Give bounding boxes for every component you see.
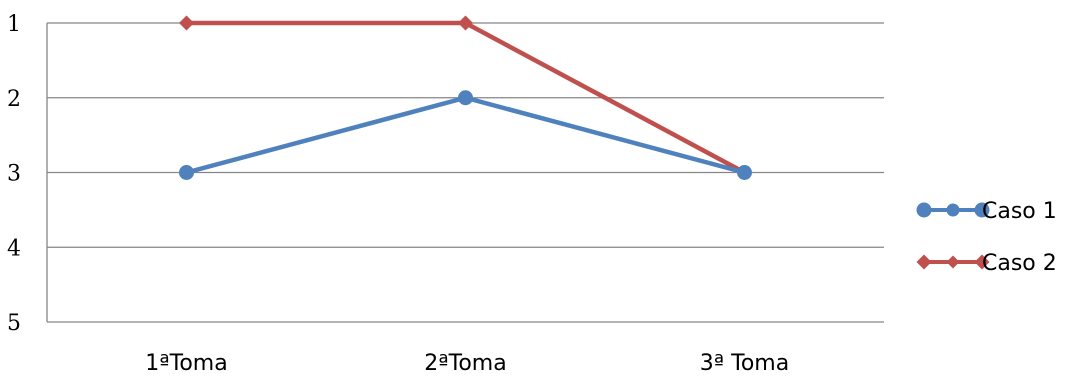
gridlines [47,22,884,248]
legend-marker [946,255,960,269]
y-tick-labels: 1 2 3 4 5 [7,12,21,336]
series-line [184,95,747,175]
data-point [458,90,473,106]
legend-label: Caso 1 [982,199,1057,224]
series [179,15,752,180]
x-tick-label: 2ªToma [424,351,506,376]
legend-marker [916,202,932,218]
y-tick-label: 1 [7,12,21,37]
data-point [179,15,194,31]
data-point [179,165,194,180]
y-tick-label: 3 [7,162,21,187]
x-tick-label: 3ª Toma [700,351,789,376]
legend: Caso 1 Caso 2 [916,199,1057,276]
legend-entry: Caso 2 [916,251,1057,276]
y-tick-label: 4 [7,236,21,261]
legend-marker [974,202,990,218]
series-caso-1 [179,90,752,180]
legend-entry: Caso 1 [916,199,1057,224]
legend-label: Caso 2 [982,251,1057,276]
legend-marker [916,254,932,270]
x-tick-labels: 1ªToma 2ªToma 3ª Toma [145,351,789,376]
y-tick-label: 2 [7,87,21,112]
legend-marker [974,254,990,270]
x-tick-label: 1ªToma [145,351,227,376]
legend-marker [946,203,960,217]
data-point [458,15,473,31]
axes [46,23,884,323]
data-point [737,165,752,180]
y-tick-label: 5 [7,311,21,336]
